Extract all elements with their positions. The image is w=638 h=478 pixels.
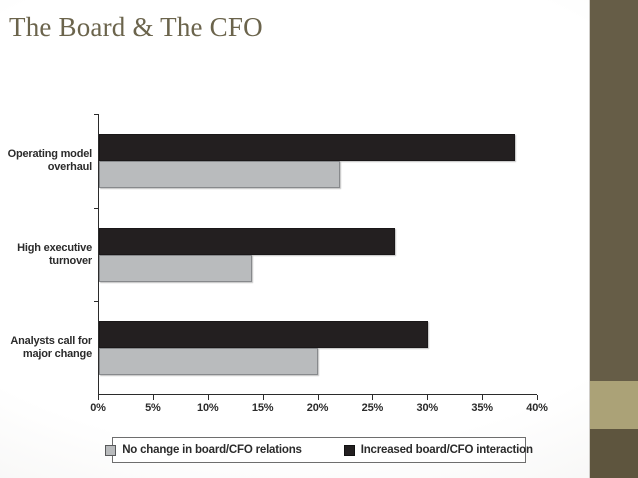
legend-label: Increased board/CFO interaction xyxy=(360,444,533,456)
slide-title: The Board & The CFO xyxy=(9,12,263,42)
category-label-line: turnover xyxy=(48,254,92,267)
x-axis-tick-label: 10% xyxy=(197,402,219,414)
x-axis-tick xyxy=(427,395,429,400)
bar-no-change xyxy=(99,348,318,376)
x-axis-tick xyxy=(537,395,538,400)
x-axis-tick xyxy=(207,395,209,400)
x-axis-tick xyxy=(317,395,319,400)
y-axis-tick xyxy=(94,207,99,209)
accent-band xyxy=(589,0,638,478)
legend-item: Increased board/CFO interaction xyxy=(343,444,533,456)
category-label-line: Operating model xyxy=(7,148,93,160)
category-label: Operating model overhaul xyxy=(0,148,93,174)
category-label-line: overhaul xyxy=(47,161,92,173)
x-axis-tick-label: 5% xyxy=(145,402,161,414)
bar-no-change xyxy=(99,161,340,188)
bar-group xyxy=(99,208,537,302)
accent-band-bottom-block xyxy=(590,429,638,478)
x-axis-labels: 0% 5% 10% 15% 20% 25% 30% 35% 40% xyxy=(90,402,548,416)
x-axis-tick-label: 30% xyxy=(416,402,439,414)
category-label: Analysts call for major change xyxy=(0,335,92,361)
x-axis-tick-label: 25% xyxy=(361,402,384,414)
category-label-line: High executive xyxy=(17,241,92,254)
bar-increased-interaction xyxy=(99,321,428,349)
chart-legend: No change in board/CFO relations Increase… xyxy=(105,437,533,463)
x-axis-tick-label: 40% xyxy=(526,402,548,414)
accent-band-light-block xyxy=(590,381,638,429)
bar-group xyxy=(99,301,537,395)
x-axis-tick xyxy=(152,395,154,400)
category-label-line: major change xyxy=(22,348,92,361)
bar-group xyxy=(99,114,537,208)
y-axis-tick xyxy=(94,114,99,115)
bar-no-change xyxy=(99,254,253,282)
x-axis-tick-label: 20% xyxy=(306,402,329,414)
x-axis-tick-label: 0% xyxy=(90,402,106,414)
x-axis-tick-label: 15% xyxy=(251,402,274,414)
x-axis-tick xyxy=(372,395,374,400)
bar-increased-interaction xyxy=(99,227,395,255)
x-axis-tick xyxy=(98,395,99,400)
category-label: High executive turnover xyxy=(0,242,92,268)
category-axis-labels: Operating model overhaul High executive tur… xyxy=(0,114,93,395)
legend-item: No change in board/CFO relations xyxy=(105,444,302,456)
x-axis-tick xyxy=(482,395,484,400)
chart-plot-area xyxy=(94,114,537,395)
x-axis-ticks xyxy=(98,395,538,400)
x-axis-tick-label: 35% xyxy=(471,402,493,414)
legend-swatch-icon xyxy=(343,444,355,456)
bar-increased-interaction xyxy=(99,134,516,161)
x-axis-tick xyxy=(262,395,264,400)
legend-label: No change in board/CFO relations xyxy=(122,444,302,456)
category-label-line: Analysts call for xyxy=(10,335,92,348)
legend-swatch-icon xyxy=(105,444,117,456)
y-axis-tick xyxy=(94,301,99,303)
